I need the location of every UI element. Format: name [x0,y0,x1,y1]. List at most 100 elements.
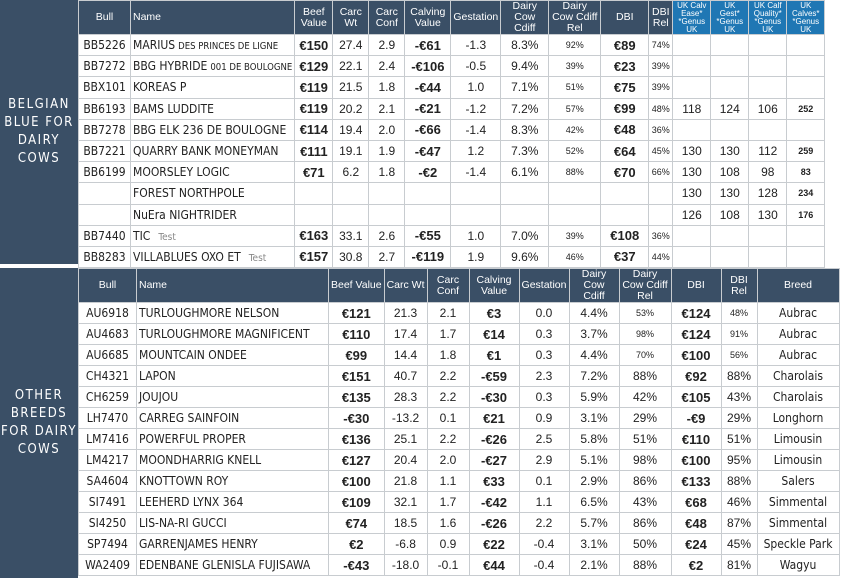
cell-carc-wt: 20.2 [332,97,370,120]
cell-cdiff: 5.7% [568,512,620,534]
header-gestation: Gestation [518,268,570,303]
cell-cdiff-rel: 29% [618,407,672,429]
other-breeds-panel: OTHER BREEDS FOR DAIRY COWS Bull Name Be… [0,268,845,578]
cell-bull: BB7278 [78,118,131,141]
cell-beef-value [294,182,334,205]
header-carc-conf: Carc Conf [368,0,406,35]
cell-beef-value [294,203,334,226]
cell-dbi-rel: 45% [720,533,758,555]
cell-cdiff-rel [548,203,602,226]
cell-breed: Aubrac [756,344,840,366]
cell-gestation: -0.5 [450,55,502,78]
cell-breed: Aubrac [756,323,840,345]
cell-carc-wt: 20.4 [383,449,428,471]
bull-name-suffix: DES PRINCES DE LIGNE [178,41,279,53]
cell-bull: CH4321 [78,365,137,387]
cell-bull: AU6918 [78,302,137,324]
cell-dbi: €100 [670,449,722,471]
header-beef-value: Beef Value [294,0,334,35]
cell-gestation: 0.0 [518,302,570,324]
cell-dbi: €108 [600,224,650,247]
bull-name: BAMS LUDDITE [133,101,214,116]
cell-name: TURLOUGHMORE MAGNIFICENT [136,323,329,345]
cell-cdiff: 7.0% [500,224,550,247]
cell-carc-conf [368,182,406,205]
cell-dbi-rel: 87% [720,512,758,534]
cell-bull: SI7491 [78,491,137,513]
table-row: AU4683 TURLOUGHMORE MAGNIFICENT €110 17.4 1.… [78,323,840,345]
cell-dbi: €48 [600,118,650,141]
cell-dbi-rel: 95% [720,449,758,471]
cell-cdiff-rel: 92% [548,33,602,57]
cell-uk-calf-quality [748,245,788,269]
cell-beef-value: €163 [294,224,334,247]
cell-uk-calves: 83 [786,161,826,184]
header-beef-value: Beef Value [328,268,385,303]
cell-carc-wt [332,182,370,205]
cell-calving-value [404,203,452,226]
cell-cdiff: 6.5% [568,491,620,513]
side-label-line: BLUE FOR [4,115,74,130]
cell-gestation: -1.2 [450,97,502,120]
cell-cdiff: 3.1% [568,407,620,429]
cell-calving-value: -€66 [404,118,452,141]
cell-breed: Wagyu [756,554,840,576]
bull-name: FOREST NORTHPOLE [133,186,245,201]
table-row: BB7221 QUARRY BANK MONEYMAN €111 19.1 1.9 -€4… [78,139,826,163]
cell-calving-value: €44 [468,554,520,576]
cell-name: BAMS LUDDITE [129,97,296,120]
cell-carc-wt: 27.4 [332,33,370,57]
cell-calving-value: -€59 [468,365,520,387]
cell-cdiff-rel: 86% [618,512,672,534]
cell-gestation: 2.5 [518,428,570,450]
side-label-line: BELGIAN [8,97,70,112]
header-name: Name [129,0,296,35]
cell-beef-value: €71 [294,161,334,184]
cell-calving-value: €1 [468,344,520,366]
cell-calving-value: -€2 [404,161,452,184]
cell-beef-value: €100 [328,470,385,492]
header-uk-gest: UK Gest* *Genus UK [710,0,750,35]
cell-cdiff: 9.4% [500,55,550,78]
cell-dbi-rel: 48% [720,302,758,324]
cell-dbi: €92 [670,365,722,387]
cell-cdiff-rel: 98% [618,449,672,471]
cell-gestation [450,182,502,205]
side-label-line: COWS [17,151,61,166]
table-row: SI4250 LIS-NA-RI GUCCI €74 18.5 1.6 -€26 2.2 5.… [78,512,840,534]
cell-gestation: 1.0 [450,224,502,247]
cell-uk-calv-ease: 126 [672,203,712,226]
cell-cdiff-rel: 42% [618,386,672,408]
cell-gestation: -0.4 [518,533,570,555]
cell-calving-value: -€30 [468,386,520,408]
table-row: AU6918 TURLOUGHMORE NELSON €121 21.3 2.1 €3 0.… [78,302,840,324]
cell-carc-wt: 25.1 [383,428,428,450]
cell-beef-value: €74 [328,512,385,534]
cell-cdiff-rel: 43% [618,491,672,513]
cell-name: LAPON [136,365,329,387]
bull-name: KOREAS P [133,80,187,95]
cell-carc-wt: 21.8 [383,470,428,492]
cell-beef-value: €119 [294,97,334,120]
cell-dbi-rel: 48% [648,97,674,120]
cell-uk-calves [786,118,826,141]
table-row: SI7491 LEEHERD LYNX 364 €109 32.1 1.7 -€42 1.1… [78,491,840,513]
bull-name: QUARRY BANK MONEYMAN [133,144,279,159]
cell-gestation: 0.1 [518,470,570,492]
cell-uk-calves [786,55,826,78]
cell-cdiff: 7.2% [500,97,550,120]
cell-carc-wt [332,203,370,226]
cell-uk-calf-quality: 106 [748,97,788,120]
cell-cdiff: 3.7% [568,323,620,345]
cell-carc-conf: 1.8 [368,76,406,99]
other-breeds-side-label: OTHER BREEDS FOR DAIRY COWS [0,268,78,578]
cell-dbi [600,203,650,226]
cell-dbi-rel: 88% [720,470,758,492]
cell-bull: BB7221 [78,139,131,163]
cell-cdiff: 7.3% [500,139,550,163]
cell-gestation: 2.9 [518,449,570,471]
header-dbi-rel: DBI Rel [648,0,674,35]
table-row: CH4321 LAPON €151 40.7 2.2 -€59 2.3 7.2% 88% €92 8… [78,365,840,387]
cell-bull: BB7440 [78,224,131,247]
table-row: FOREST NORTHPOLE 130 130 128 234 [78,182,826,205]
